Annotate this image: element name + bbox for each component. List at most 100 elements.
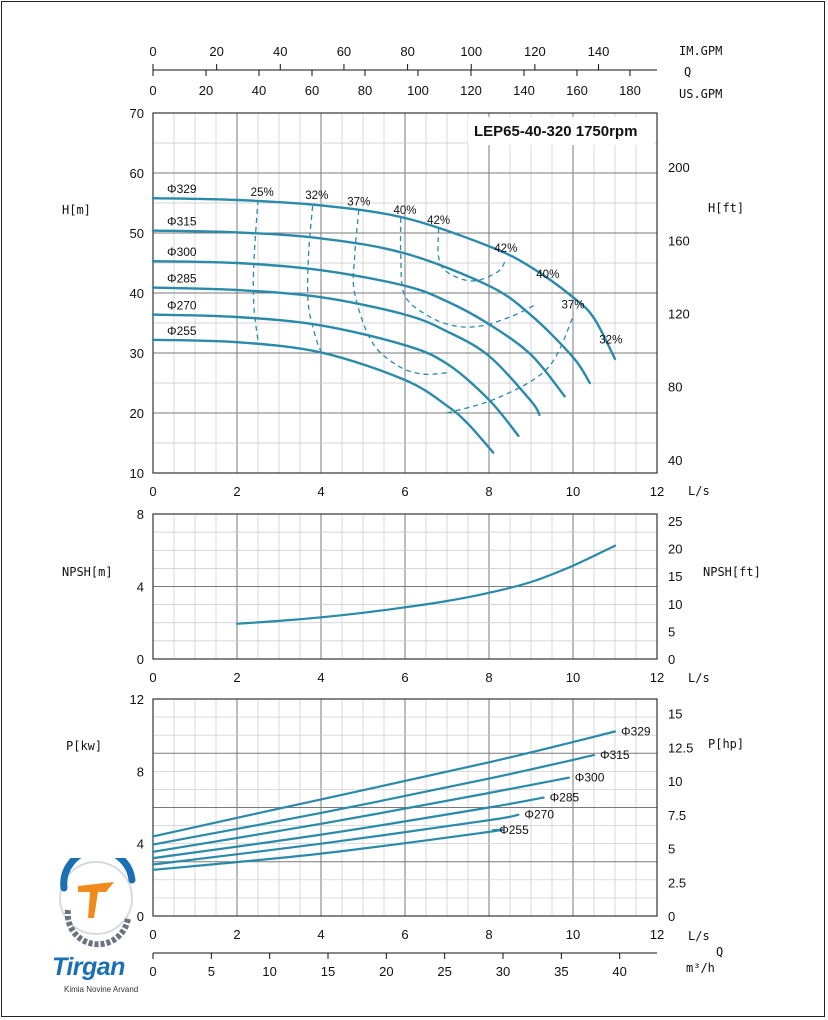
power-curve-label: Φ255 <box>499 823 529 837</box>
power-ticks: 0 2 4 6 8 10 12 0 4 8 12 0 2.5 5 7.5 10 12.5 15 <box>130 692 694 942</box>
head-y-label: H[m] <box>62 203 91 217</box>
y-tick-label: 8 <box>137 764 144 779</box>
y-tick-label: 50 <box>130 226 144 241</box>
npsh-x-label: L/s <box>688 671 710 685</box>
efficiency-labels: 25% 32% 37% 40% 42% 42% 40% 37% 32% <box>251 187 623 347</box>
m3h-tick-label: 30 <box>496 964 510 979</box>
us-gpm-tick-label: 100 <box>407 83 429 98</box>
y-tick-label: 12 <box>130 692 144 707</box>
power-curve <box>151 813 520 866</box>
x-tick-label: 12 <box>650 484 664 499</box>
efficiency-curves <box>252 199 574 414</box>
x-tick-label: 10 <box>566 927 580 942</box>
m3h-tick-label: 35 <box>554 964 568 979</box>
plot-border <box>152 112 658 474</box>
y-tick-label: 40 <box>130 286 144 301</box>
y-tick-label: 8 <box>137 507 144 522</box>
m3h-label: m³/h <box>686 961 715 975</box>
head-curve <box>151 229 591 385</box>
head-curve <box>151 197 617 361</box>
y-right-tick-label: 120 <box>668 307 690 322</box>
power-x-label: L/s <box>688 929 710 943</box>
x-tick-label: 0 <box>149 670 156 685</box>
im-gpm-tick-label: 100 <box>460 44 482 59</box>
head-curve-label: Φ270 <box>167 299 197 313</box>
y-tick-label: 0 <box>137 652 144 667</box>
us-gpm-tick-label: 160 <box>566 83 588 98</box>
efficiency-label: 37% <box>561 300 584 312</box>
npsh-y-label: NPSH[m] <box>62 565 113 579</box>
y-tick-label: 0 <box>137 909 144 924</box>
efficiency-curve <box>306 205 322 352</box>
y-right-tick-label: 0 <box>668 909 675 924</box>
efficiency-label: 32% <box>305 190 328 202</box>
im-gpm-tick-label: 20 <box>209 44 223 59</box>
power-curve-label: Φ285 <box>550 791 580 805</box>
power-y-label: P[kw] <box>66 739 102 753</box>
power-curve <box>151 730 617 838</box>
power-series <box>151 730 617 871</box>
x-tick-label: 2 <box>233 670 240 685</box>
efficiency-label: 32% <box>599 334 622 346</box>
x-tick-label: 8 <box>485 927 492 942</box>
q-label-top: Q <box>684 65 691 79</box>
y-right-tick-label: 15 <box>668 707 682 722</box>
m3h-tick-label: 40 <box>612 964 626 979</box>
us-gpm-tick-label: 80 <box>358 83 372 98</box>
y-tick-label: 4 <box>137 837 144 852</box>
top-axes: 0 20 40 60 80 100 120 140 0 20 40 60 80 100 120 140 160… <box>149 44 722 101</box>
m3h-tick-label: 10 <box>262 964 276 979</box>
npsh-curve <box>235 544 617 625</box>
efficiency-curve <box>446 316 574 414</box>
x-tick-label: 8 <box>485 484 492 499</box>
x-tick-label: 4 <box>317 484 324 499</box>
m3h-tick-label: 5 <box>208 964 215 979</box>
head-ticks: 0 2 4 6 8 10 12 10 20 30 40 50 60 70 40 80 120 160 200 <box>130 106 690 499</box>
head-curve <box>151 260 566 398</box>
efficiency-curve <box>252 199 259 342</box>
head-curve-label: Φ315 <box>167 215 197 229</box>
x-tick-label: 10 <box>566 670 580 685</box>
efficiency-label: 40% <box>393 205 416 217</box>
npsh-ticks: 0 2 4 6 8 10 12 0 4 8 0 5 10 15 20 25 <box>137 507 683 685</box>
y-right-tick-label: 160 <box>668 233 690 248</box>
efficiency-curve <box>437 228 507 282</box>
power-curve-label: Φ300 <box>575 771 605 785</box>
head-curve <box>151 286 541 416</box>
efficiency-curve <box>399 217 536 328</box>
efficiency-curve <box>352 210 448 376</box>
im-gpm-ticks: 0 20 40 60 80 100 120 140 <box>149 44 609 70</box>
head-y-right-label: H[ft] <box>708 201 744 215</box>
y-tick-label: 10 <box>130 466 144 481</box>
plot-border <box>152 698 658 917</box>
power-y-right-label: P[hp] <box>708 737 744 751</box>
m3h-tick-label: 20 <box>379 964 393 979</box>
x-tick-label: 6 <box>401 484 408 499</box>
y-right-tick-label: 5 <box>668 624 675 639</box>
x-tick-label: 2 <box>233 927 240 942</box>
y-tick-label: 30 <box>130 346 144 361</box>
us-gpm-label: US.GPM <box>679 87 722 101</box>
x-tick-label: 10 <box>566 484 580 499</box>
x-tick-label: 4 <box>317 927 324 942</box>
npsh-y-right-label: NPSH[ft] <box>703 565 761 579</box>
y-right-tick-label: 10 <box>668 597 682 612</box>
y-right-tick-label: 12.5 <box>668 740 693 755</box>
y-right-tick-label: 80 <box>668 380 682 395</box>
tirgan-logo <box>59 858 136 948</box>
y-right-tick-label: 25 <box>668 514 682 529</box>
power-curve <box>151 754 596 846</box>
power-curve <box>151 776 570 853</box>
m3h-tick-label: 15 <box>321 964 335 979</box>
us-gpm-tick-label: 120 <box>460 83 482 98</box>
y-tick-label: 4 <box>137 580 144 595</box>
y-right-tick-label: 0 <box>668 652 675 667</box>
x-tick-label: 6 <box>401 927 408 942</box>
head-curve <box>151 313 520 437</box>
us-gpm-tick-label: 60 <box>305 83 319 98</box>
head-panel: Φ329 Φ315 Φ300 Φ285 Φ270 Φ255 25% 32% 37% 40% 42%… <box>62 106 744 499</box>
im-gpm-tick-label: 0 <box>149 44 156 59</box>
power-curve <box>151 828 504 871</box>
